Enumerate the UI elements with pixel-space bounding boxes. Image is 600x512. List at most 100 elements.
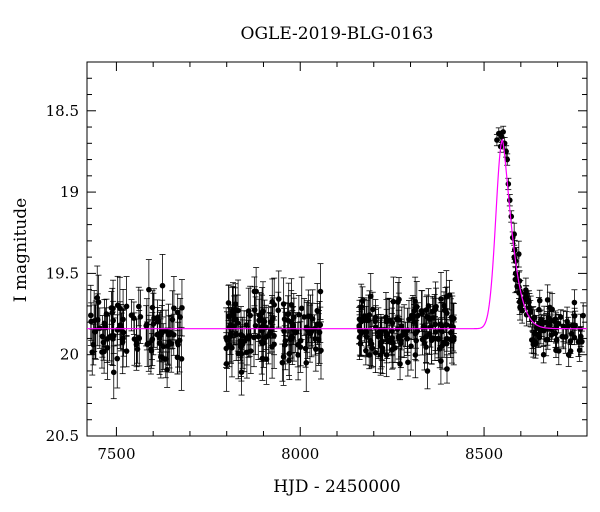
point-marker xyxy=(517,304,523,311)
point-marker xyxy=(359,298,366,304)
data-point xyxy=(149,312,156,367)
point-marker xyxy=(378,338,385,344)
point-marker xyxy=(390,298,397,305)
point-marker xyxy=(280,301,287,307)
data-point xyxy=(137,289,144,344)
point-marker xyxy=(295,352,301,358)
point-marker xyxy=(372,349,379,356)
data-point xyxy=(383,299,390,344)
point-marker xyxy=(260,323,266,329)
data-point xyxy=(414,302,421,329)
point-marker xyxy=(576,347,583,353)
point-marker xyxy=(415,312,421,319)
point-marker xyxy=(438,296,444,302)
data-point xyxy=(389,312,396,363)
point-marker xyxy=(133,340,140,346)
data-point xyxy=(167,316,174,350)
point-marker xyxy=(313,346,319,352)
y-tick-label: 19 xyxy=(60,183,79,201)
point-marker xyxy=(149,336,156,342)
x-tick-label: 8500 xyxy=(465,445,503,463)
data-point xyxy=(372,332,379,373)
data-point xyxy=(316,301,323,364)
point-marker xyxy=(378,326,384,333)
point-marker xyxy=(446,292,453,298)
point-marker xyxy=(424,313,430,320)
point-marker xyxy=(167,329,174,336)
data-point xyxy=(515,240,522,268)
point-marker xyxy=(148,348,155,354)
point-marker xyxy=(369,345,376,352)
data-point xyxy=(397,347,404,381)
point-marker xyxy=(288,302,295,308)
point-marker xyxy=(251,334,257,341)
point-marker xyxy=(114,302,121,309)
data-point xyxy=(379,335,386,362)
point-marker xyxy=(531,330,538,337)
model-curve xyxy=(87,138,587,330)
data-point xyxy=(269,315,276,379)
point-marker xyxy=(423,333,429,340)
data-point xyxy=(394,282,401,323)
point-marker xyxy=(314,321,321,327)
point-marker xyxy=(271,302,278,308)
point-marker xyxy=(553,337,560,343)
point-marker xyxy=(251,288,258,295)
y-tick-label: 19.5 xyxy=(46,264,79,282)
point-marker xyxy=(527,308,534,315)
point-marker xyxy=(275,307,282,314)
point-marker xyxy=(514,283,520,290)
point-marker xyxy=(536,297,543,304)
data-point xyxy=(259,307,266,345)
data-point xyxy=(88,302,95,341)
point-marker xyxy=(317,288,324,295)
data-point xyxy=(408,297,415,334)
point-marker xyxy=(301,314,307,320)
data-point xyxy=(263,333,270,385)
data-point xyxy=(446,279,453,311)
data-point xyxy=(123,335,130,368)
point-marker xyxy=(123,303,130,310)
point-marker xyxy=(175,341,181,348)
point-marker xyxy=(404,335,411,342)
point-marker xyxy=(178,356,185,362)
point-marker xyxy=(296,311,302,318)
point-marker xyxy=(297,337,304,344)
data-point xyxy=(423,310,430,364)
data-point xyxy=(237,326,244,361)
point-marker xyxy=(159,354,166,361)
data-point xyxy=(424,352,431,390)
point-marker xyxy=(366,352,373,358)
point-marker xyxy=(383,318,390,325)
data-point xyxy=(104,315,111,363)
point-marker xyxy=(263,356,270,363)
point-marker xyxy=(99,333,106,340)
point-marker xyxy=(555,348,562,354)
point-marker xyxy=(120,316,126,323)
point-marker xyxy=(547,304,553,311)
point-marker xyxy=(377,352,384,358)
data-point xyxy=(544,284,551,316)
point-marker xyxy=(571,299,578,306)
point-marker xyxy=(494,137,500,143)
point-marker xyxy=(397,361,403,367)
point-marker xyxy=(110,369,117,376)
point-marker xyxy=(100,339,107,346)
point-marker xyxy=(408,312,415,319)
data-point xyxy=(235,327,242,380)
data-point xyxy=(576,338,583,362)
point-marker xyxy=(302,345,309,352)
data-point xyxy=(447,298,454,354)
data-point xyxy=(284,295,291,334)
data-point xyxy=(114,275,121,335)
point-marker xyxy=(298,305,305,312)
point-marker xyxy=(146,286,152,293)
data-point xyxy=(308,317,315,347)
point-marker xyxy=(137,314,144,320)
data-point xyxy=(143,305,150,347)
point-marker xyxy=(363,329,370,336)
point-marker xyxy=(143,323,150,329)
data-point xyxy=(541,305,548,340)
data-point xyxy=(369,329,376,367)
point-marker xyxy=(578,333,584,340)
